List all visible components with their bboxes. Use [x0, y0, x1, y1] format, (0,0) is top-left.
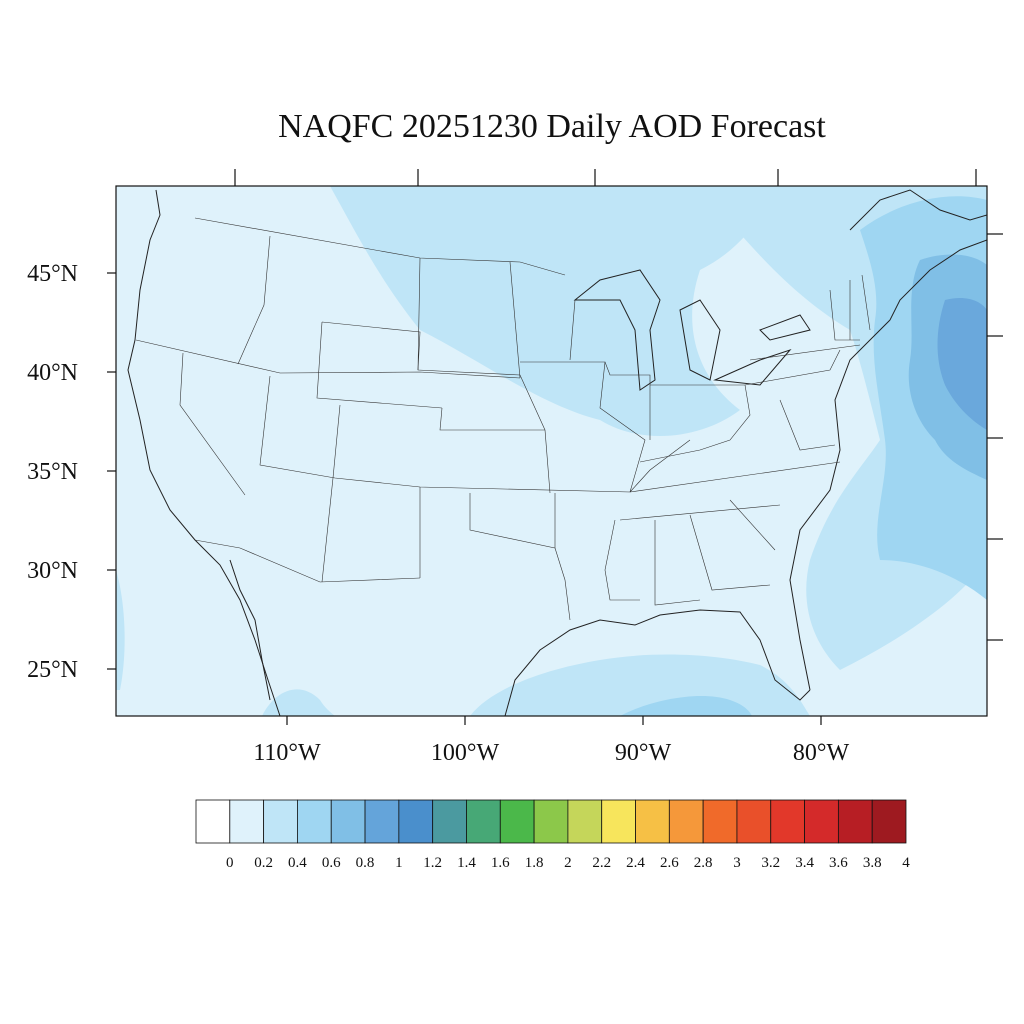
- lat-label: 30°N: [27, 558, 78, 584]
- colorbar-box: [297, 799, 332, 844]
- colorbar-box: [601, 799, 636, 844]
- aod-band-baja: [116, 570, 125, 690]
- ticks: [107, 169, 1003, 725]
- colorbar-box: [533, 799, 569, 844]
- lat-label: 25°N: [27, 657, 78, 683]
- gulf-coast: [504, 609, 811, 716]
- west-coast: [127, 189, 281, 716]
- colorbar-box: [466, 799, 501, 844]
- aod-band-atlantic-max: [937, 298, 987, 430]
- colorbar-box: [702, 799, 738, 844]
- colorbar-box: [804, 799, 839, 844]
- colorbar-label: 3.4: [795, 855, 814, 871]
- plot-frame: [115, 185, 988, 717]
- baja-peninsula: [229, 559, 271, 701]
- colorbar-box: [398, 799, 434, 844]
- colorbar-label: 0.6: [322, 855, 341, 871]
- colorbar-box: [195, 799, 231, 844]
- canada-east: [849, 189, 987, 231]
- colorbar-label: 1: [395, 855, 403, 871]
- aod-band-north: [330, 186, 780, 437]
- colorbar-box: [432, 799, 467, 844]
- colorbar-label: 3.6: [829, 855, 848, 871]
- colorbar-box: [330, 799, 366, 844]
- lon-label: 100°W: [431, 740, 500, 766]
- colorbar-label: 1.8: [525, 855, 544, 871]
- colorbar-box: [567, 799, 603, 844]
- coastlines: [127, 189, 987, 716]
- aod-band-gulf-core: [620, 695, 752, 716]
- colorbar-label: 2.4: [626, 855, 645, 871]
- colorbar-label: 0.2: [254, 855, 273, 871]
- colorbar-label: 3.2: [761, 855, 780, 871]
- colorbar-box: [499, 799, 535, 844]
- lat-label: 35°N: [27, 459, 78, 485]
- state-boundaries: [135, 217, 871, 621]
- colorbar-box: [837, 799, 873, 844]
- great-lakes: [573, 269, 811, 391]
- colorbar-label: 0.8: [356, 855, 375, 871]
- colorbar-box: [871, 799, 907, 844]
- colorbar-label: 2: [564, 855, 572, 871]
- colorbar-label: 0.4: [288, 855, 307, 871]
- colorbar-label: 2.6: [660, 855, 679, 871]
- colorbar-label: 1.6: [491, 855, 510, 871]
- colorbar-box: [263, 799, 298, 844]
- colorbar-box: [635, 799, 670, 844]
- colorbar: 0 0.2 0.4 0.6 0.8 1 1.2 1.4 1.6 1.8 2 2.2 2.4 2.6 2.8 3…: [195, 799, 910, 871]
- colorbar-label: 2.8: [694, 855, 713, 871]
- colorbar-label: 3: [733, 855, 741, 871]
- colorbar-label: 2.2: [592, 855, 611, 871]
- colorbar-box: [770, 799, 805, 844]
- east-coast: [789, 239, 987, 691]
- lat-label: 45°N: [27, 261, 78, 287]
- lon-label: 80°W: [793, 740, 850, 766]
- colorbar-box: [229, 799, 265, 844]
- colorbar-label: 0: [226, 855, 234, 871]
- colorbar-box: [668, 799, 704, 844]
- colorbar-box: [364, 799, 400, 844]
- lon-label: 90°W: [615, 740, 672, 766]
- colorbar-label: 3.8: [863, 855, 882, 871]
- colorbar-box: [736, 799, 772, 844]
- map-title: NAQFC 20251230 Daily AOD Forecast: [278, 108, 826, 145]
- colorbar-label: 1.4: [457, 855, 476, 871]
- aod-fill: [116, 186, 987, 716]
- aod-band-pacific-sw: [262, 689, 335, 716]
- colorbar-label: 4: [902, 855, 910, 871]
- lon-label: 110°W: [253, 740, 321, 766]
- colorbar-label: 1.2: [423, 855, 442, 871]
- lat-label: 40°N: [27, 360, 78, 386]
